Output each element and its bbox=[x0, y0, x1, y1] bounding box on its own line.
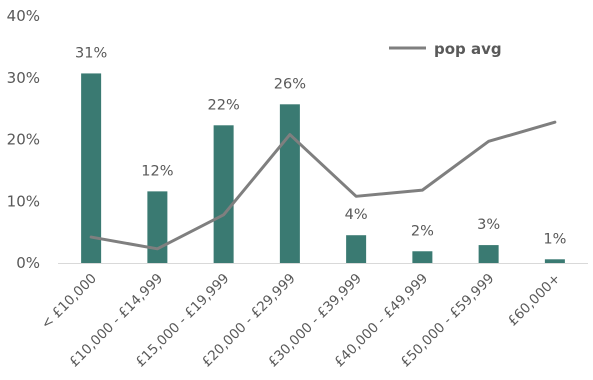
y-tick-label: 10% bbox=[7, 192, 40, 210]
bar bbox=[214, 125, 234, 263]
bar-data-label: 22% bbox=[208, 97, 240, 113]
bar-data-label: 2% bbox=[411, 223, 434, 239]
bar-data-label: 3% bbox=[477, 217, 500, 233]
bar-data-label: 26% bbox=[274, 76, 306, 92]
y-tick-label: 30% bbox=[7, 69, 40, 87]
bar bbox=[545, 259, 565, 263]
bar bbox=[479, 245, 499, 263]
y-tick-label: 0% bbox=[16, 254, 40, 272]
bar-data-label: 1% bbox=[543, 231, 566, 247]
x-axis: < £10,000£10,000 - £14,999£15,000 - £19,… bbox=[38, 264, 588, 371]
bar bbox=[81, 73, 101, 263]
y-tick-label: 20% bbox=[7, 131, 40, 149]
x-tick-label: £60,000+ bbox=[505, 271, 564, 330]
y-tick-label: 40% bbox=[7, 7, 40, 25]
legend: pop avg bbox=[389, 40, 502, 58]
bar-data-label: 12% bbox=[141, 163, 173, 179]
bar-data-label: 4% bbox=[345, 207, 368, 223]
bar-data-label: 31% bbox=[75, 45, 107, 61]
x-tick-label: < £10,000 bbox=[38, 271, 100, 333]
legend-label: pop avg bbox=[434, 40, 502, 58]
bar bbox=[147, 191, 167, 263]
y-axis: 0% 10% 20% 30% 40% bbox=[7, 7, 40, 272]
bar bbox=[412, 251, 432, 263]
bar bbox=[346, 235, 366, 263]
bar bbox=[280, 104, 300, 263]
